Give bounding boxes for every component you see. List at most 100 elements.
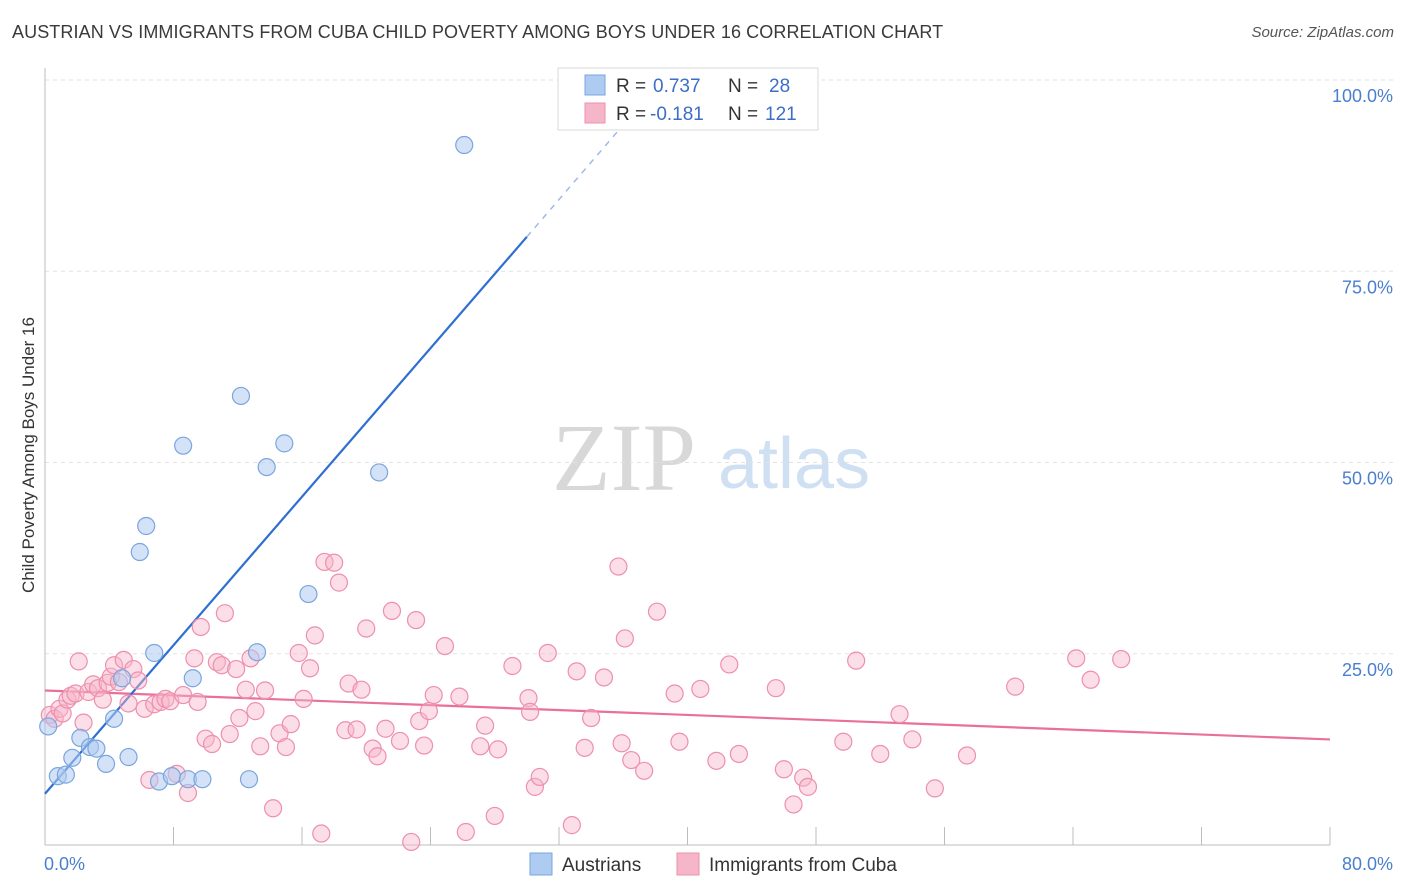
cuba-point xyxy=(582,708,601,728)
cuba-point xyxy=(325,553,344,572)
cuba-point xyxy=(207,653,226,672)
cuba-point xyxy=(88,679,108,698)
cuba-point xyxy=(766,679,785,698)
cuba-point xyxy=(647,602,667,621)
cuba-point xyxy=(151,692,170,712)
cuba-point xyxy=(562,816,581,835)
austrians-point xyxy=(96,754,116,774)
austrians-trend-extension xyxy=(526,87,656,238)
cuba-point xyxy=(156,689,175,708)
series-cuba-points xyxy=(40,552,1131,852)
cuba-point xyxy=(188,692,207,712)
legend-r-label-2: R = xyxy=(616,104,646,125)
cuba-point xyxy=(485,806,504,826)
legend-r-label-1: R = xyxy=(616,76,646,97)
watermark: ZIP atlas xyxy=(552,404,870,511)
series-legend: Austrians Immigrants from Cuba xyxy=(529,852,897,876)
correlation-legend: R = 0.737 N = 28 R = -0.181 N = 121 xyxy=(557,67,819,131)
cuba-point xyxy=(798,777,818,796)
y-tick-label: 25.0% xyxy=(1342,660,1393,680)
series-austrians-points xyxy=(39,135,474,791)
cuba-point xyxy=(368,747,387,766)
cuba-point xyxy=(519,689,538,708)
cuba-point xyxy=(1067,649,1086,668)
cuba-point xyxy=(503,656,522,676)
legend-r-value-2: -0.181 xyxy=(650,104,704,125)
austrians-point xyxy=(247,643,267,662)
cuba-point xyxy=(456,822,475,842)
legend-n-value-1: 28 xyxy=(769,76,790,97)
cuba-point xyxy=(255,681,275,700)
cuba-point xyxy=(925,779,944,798)
cuba-point xyxy=(276,737,296,757)
cuba-point xyxy=(246,702,265,721)
y-axis-label: Child Poverty Among Boys Under 16 xyxy=(19,317,38,593)
cuba-point xyxy=(185,649,204,668)
cuba-point xyxy=(289,643,308,663)
cuba-point xyxy=(212,656,231,675)
austrians-point xyxy=(162,767,181,786)
austrians-point xyxy=(455,135,474,155)
cuba-point xyxy=(424,685,443,705)
austrians-point xyxy=(370,463,389,482)
cuba-point xyxy=(390,731,410,751)
cuba-point xyxy=(476,716,495,735)
watermark-zip: ZIP xyxy=(552,404,696,511)
cuba-point xyxy=(357,619,376,638)
austrians-point xyxy=(193,770,212,789)
cuba-point xyxy=(61,686,80,705)
cuba-point xyxy=(129,671,148,690)
austrians-point xyxy=(183,669,202,688)
austrians-point xyxy=(257,457,276,477)
tick-labels: 25.0% 50.0% 75.0% 100.0% 0.0% 80.0% xyxy=(44,86,1393,874)
bottom-legend-label-austrians: Austrians xyxy=(562,855,641,876)
cuba-point xyxy=(774,760,793,779)
austrians-point xyxy=(56,765,75,784)
cuba-point xyxy=(135,699,154,718)
cuba-point xyxy=(720,655,739,674)
legend-r-value-1: 0.737 xyxy=(653,76,701,97)
bottom-legend-swatch-austrians xyxy=(529,852,553,876)
cuba-point xyxy=(410,711,429,731)
x-tick-label: 80.0% xyxy=(1342,854,1393,874)
austrians-point xyxy=(119,747,138,767)
cuba-point xyxy=(191,617,210,637)
cuba-point xyxy=(890,705,909,724)
austrians-point xyxy=(104,709,124,728)
cuba-point xyxy=(93,690,112,709)
legend-n-label-2: N = xyxy=(728,104,758,125)
y-tick-label: 100.0% xyxy=(1332,86,1393,106)
cuba-point xyxy=(794,768,813,787)
cuba-point xyxy=(729,744,749,764)
legend-n-label-1: N = xyxy=(728,76,758,97)
cuba-point xyxy=(525,777,545,796)
cuba-point xyxy=(1112,650,1131,669)
austrians-point xyxy=(63,748,82,767)
cuba-point xyxy=(530,767,549,787)
austrians-trend-line xyxy=(44,236,528,795)
cuba-point xyxy=(406,610,426,630)
cuba-point xyxy=(1006,677,1025,696)
austrians-point xyxy=(275,434,294,453)
cuba-point xyxy=(471,737,490,756)
cuba-point xyxy=(329,573,349,592)
cuba-point xyxy=(402,832,421,852)
cuba-point xyxy=(450,687,469,706)
source-label: Source: ZipAtlas.com xyxy=(1251,24,1394,41)
cuba-point xyxy=(236,680,255,699)
cuba-point xyxy=(230,708,249,728)
austrians-point xyxy=(239,770,259,789)
cuba-point xyxy=(53,704,72,723)
bottom-legend-swatch-cuba xyxy=(676,852,700,876)
austrians-point xyxy=(87,739,106,758)
cuba-point xyxy=(174,685,193,705)
cuba-point xyxy=(707,751,726,770)
cuba-point xyxy=(347,720,366,739)
cuba-point xyxy=(263,799,283,818)
cuba-point xyxy=(382,601,402,621)
cuba-point xyxy=(609,557,628,576)
cuba-point xyxy=(635,761,654,780)
cuba-point xyxy=(622,750,641,770)
x-tick-label: 0.0% xyxy=(44,854,85,874)
